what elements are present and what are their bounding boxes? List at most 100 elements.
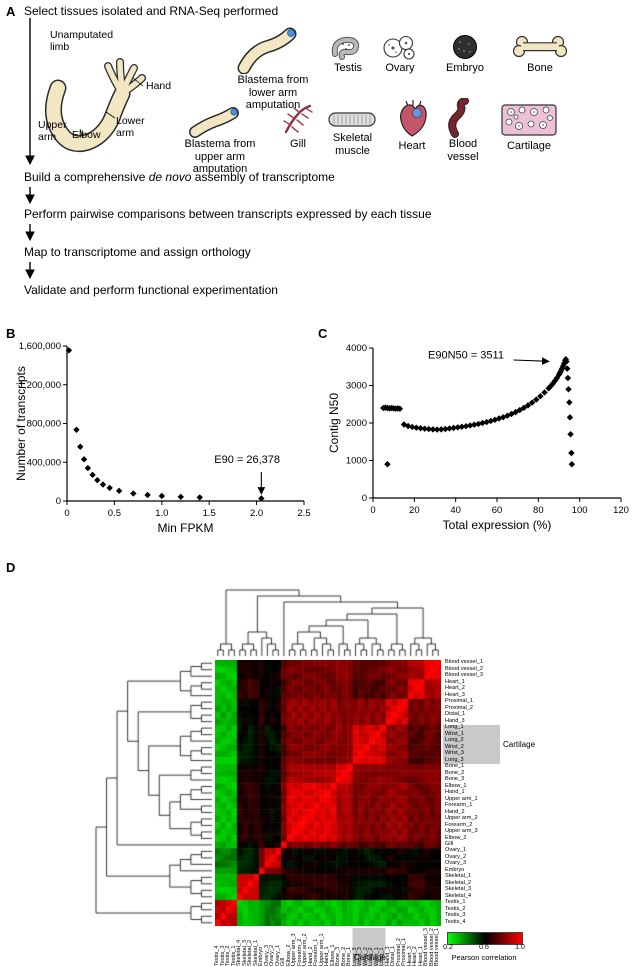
heatmap-row-label: Bone_1 — [445, 763, 465, 770]
colorbar-tick: 0.2 — [443, 944, 453, 951]
heatmap-row-label: Skeletal_3 — [445, 886, 472, 893]
heatmap-row-label: Blood vessel_2 — [445, 665, 483, 672]
heatmap-row-label: Testis_1 — [445, 899, 466, 906]
x-tick-label: 60 — [492, 505, 503, 516]
heatmap-row-label: Embryo — [445, 866, 465, 873]
heatmap-row-label: Heart_3 — [445, 691, 465, 698]
column-dendrogram — [215, 584, 441, 658]
data-point — [475, 420, 482, 428]
step-text: Perform pairwise comparisons between tra… — [24, 207, 432, 221]
annotation-text: E90N50 = 3511 — [428, 350, 504, 362]
data-point — [563, 358, 570, 365]
heatmap-row-label: Blood vessel_3 — [445, 672, 483, 679]
data-point — [130, 490, 137, 497]
y-tick-label: 800,000 — [27, 419, 61, 430]
heatmap-row-label: Elbow_2 — [445, 834, 467, 841]
heatmap-row-label: Gill — [445, 841, 454, 847]
data-point — [566, 399, 573, 406]
data-point — [442, 425, 449, 433]
heatmap-row-label: Hand_1 — [445, 789, 465, 796]
heatmap-row-label: Long_3 — [443, 757, 500, 764]
x-tick-label: 2.0 — [250, 508, 263, 519]
heatmap-row-label: Upper arm_1 — [445, 795, 478, 802]
y-tick-label: 3000 — [346, 381, 367, 392]
data-point — [80, 456, 88, 463]
data-point — [425, 425, 432, 433]
heatmap-row-label: Proximal_1 — [445, 698, 473, 705]
data-point — [516, 406, 523, 414]
colorbar-label: Pearson correlation — [451, 953, 517, 962]
testis-icon — [331, 36, 360, 60]
annotation-text: E90 = 26,378 — [214, 454, 280, 466]
x-axis-title: Total expression (%) — [443, 518, 552, 532]
blastema-upper-figure: Blastema from upper arm amputation — [180, 98, 260, 176]
tissue-label: Ovary — [385, 62, 415, 74]
x-tick-label: 0.5 — [108, 508, 121, 519]
x-tick-label: 1.5 — [203, 508, 216, 519]
data-point — [564, 374, 572, 382]
data-point — [450, 424, 457, 432]
heatmap-row-label: Blood vessel_1 — [445, 659, 483, 666]
limb-caption: Unamputated limb — [50, 29, 114, 53]
data-point — [547, 382, 554, 390]
data-point — [396, 405, 404, 412]
contig-n50-chart: 0 20 40 60 80 100 120 0 1000 2000 3000 4000 Total ex… — [327, 343, 629, 532]
data-point — [567, 431, 574, 438]
y-axis-title: Number of transcripts — [14, 366, 28, 481]
tissue-bone: Bone — [505, 32, 575, 75]
panel-a-title: Select tissues isolated and RNA-Seq perf… — [24, 4, 279, 18]
y-tick-label: 400,000 — [27, 457, 61, 468]
x-tick-label: 0 — [64, 508, 69, 519]
data-point — [471, 421, 478, 428]
data-point — [566, 414, 574, 421]
data-point — [564, 365, 571, 372]
y-tick-label: 0 — [56, 496, 61, 507]
step-text: Map to transcriptome and assign ortholog… — [24, 245, 251, 259]
blastema-upper-caption: Blastema from upper arm amputation — [184, 138, 256, 175]
data-point — [158, 492, 165, 500]
y-tick-label: 1000 — [346, 456, 367, 467]
tissue-label: Skeletal muscle — [332, 132, 373, 157]
heatmap-row-label: Upper arm_2 — [445, 815, 478, 822]
tissue-label: Blood vessel — [447, 138, 479, 163]
data-point — [508, 410, 515, 418]
x-tick-label: 80 — [533, 505, 544, 516]
heart-icon — [400, 100, 427, 137]
elbow-label: Elbow — [72, 129, 101, 141]
data-point — [77, 443, 84, 450]
blastema-lower-icon — [237, 27, 296, 74]
y-tick-label: 2000 — [346, 418, 367, 429]
ovary-icon — [383, 35, 415, 60]
tissue-cartilage: Cartilage — [498, 100, 560, 153]
data-point — [89, 471, 96, 479]
heatmap-row-label: Heart_1 — [445, 678, 465, 685]
data-point — [433, 426, 441, 433]
heatmap-row-label: Skeletal_2 — [445, 879, 472, 886]
data-point — [400, 421, 408, 428]
data-point — [196, 494, 203, 501]
data-point — [177, 493, 184, 501]
tissue-label: Bone — [527, 62, 553, 74]
heatmap-row-label: Ovary_1 — [445, 847, 467, 854]
step-text: Validate and perform functional experime… — [24, 283, 278, 297]
heatmap-row-label: Elbow_1 — [445, 782, 467, 789]
heatmap-row-label: Skeletal_1 — [445, 873, 472, 880]
limb-icon — [45, 58, 146, 153]
data-point — [115, 487, 123, 495]
tissue-label: Gill — [290, 138, 306, 150]
data-point — [557, 367, 565, 374]
heatmap-row-label: Hand_2 — [445, 808, 465, 815]
panel-d-letter: D — [6, 560, 16, 575]
x-tick-label: 120 — [613, 505, 629, 516]
data-point — [73, 426, 80, 433]
tissue-blood-vessel: Blood vessel — [440, 98, 486, 163]
heatmap-row-label: Wrist_2 — [443, 744, 500, 751]
heatmap-row-label: Forearm_1 — [445, 802, 473, 809]
cartilage-icon — [501, 104, 557, 136]
tissue-label: Embryo — [446, 62, 484, 74]
annotation-arrow — [513, 357, 550, 365]
heatmap-row-label: Testis_4 — [445, 918, 466, 925]
data-point — [541, 389, 548, 396]
data-point — [421, 425, 428, 432]
x-axis-title: Min FPKM — [157, 521, 213, 535]
